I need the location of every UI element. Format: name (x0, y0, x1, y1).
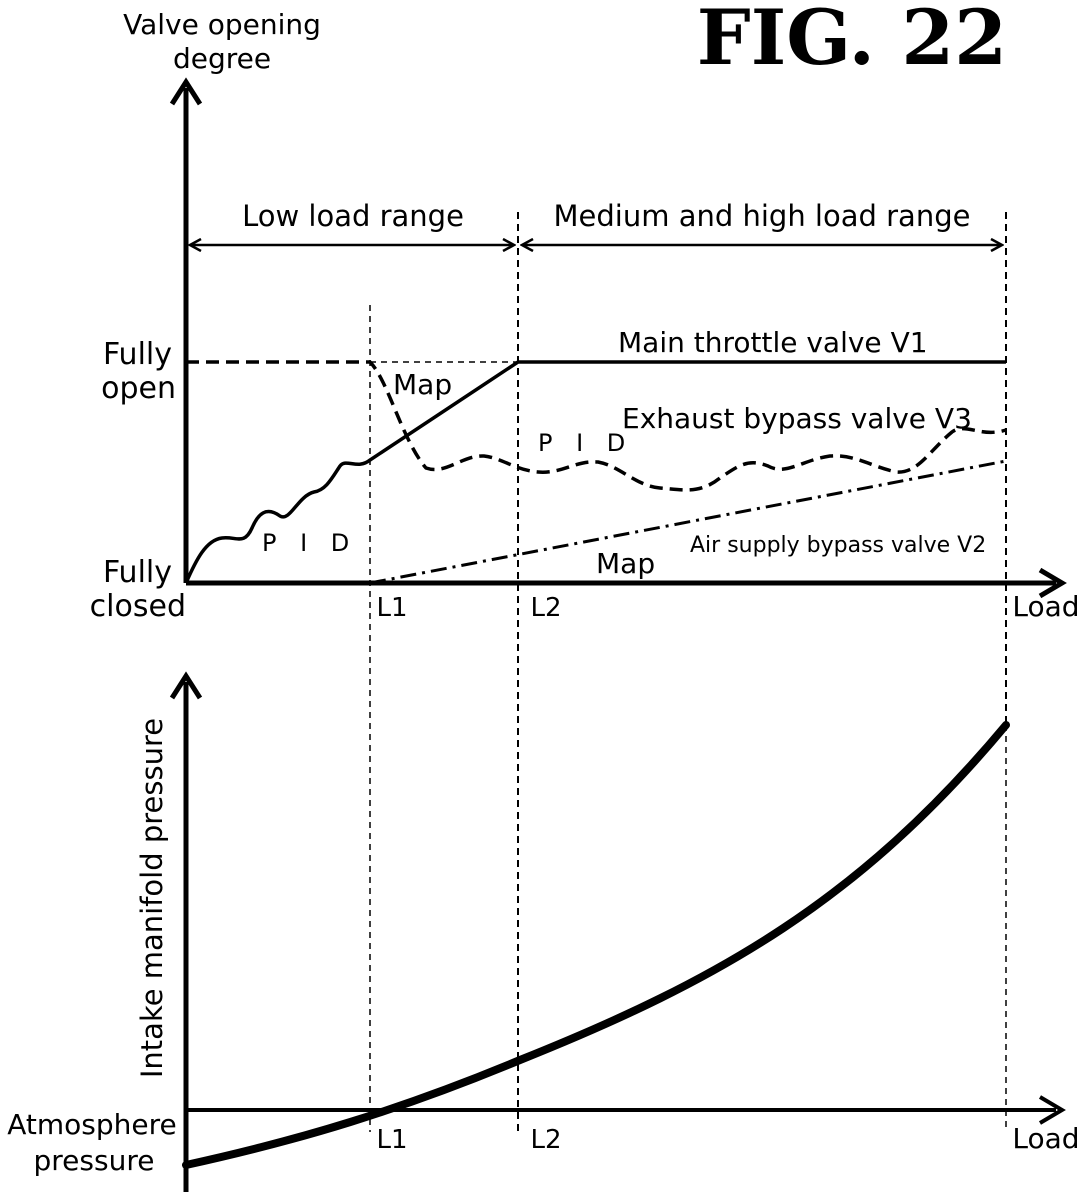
top-tick-l1: L1 (376, 593, 407, 623)
exhaust-bypass-valve-label: Exhaust bypass valve V3 (622, 402, 972, 435)
air-supply-bypass-valve-v2-line (370, 461, 1006, 583)
bottom-tick-l1: L1 (376, 1125, 407, 1155)
pid-label-left: P I D (262, 529, 357, 557)
figure-label: FIG. 22 (697, 0, 1007, 82)
top-y-axis-label-line1: Valve opening (123, 8, 321, 41)
top-tick-l2: L2 (530, 593, 561, 623)
main-throttle-valve-label: Main throttle valve V1 (618, 326, 928, 359)
fully-open-label-line1: Fully (103, 337, 172, 372)
map-label-upper: Map (393, 368, 452, 401)
atmosphere-label-line1: Atmosphere (7, 1108, 177, 1141)
pid-label-right: P I D (538, 429, 633, 457)
top-x-axis-label: Load (1012, 590, 1079, 623)
low-load-range-label: Low load range (242, 199, 464, 233)
air-supply-bypass-valve-label: Air supply bypass valve V2 (690, 533, 986, 558)
map-label-lower: Map (596, 547, 655, 580)
atmosphere-label-line2: pressure (34, 1144, 155, 1177)
medium-high-load-range-label: Medium and high load range (554, 199, 971, 233)
top-y-axis-label-line2: degree (173, 42, 271, 75)
fully-closed-label-line2: closed (90, 589, 186, 624)
intake-manifold-pressure-curve (186, 725, 1006, 1165)
fully-open-label-line2: open (101, 371, 176, 406)
bottom-y-axis-label: Intake manifold pressure (135, 718, 169, 1078)
bottom-tick-l2: L2 (530, 1125, 561, 1155)
fully-closed-label-line1: Fully (103, 555, 172, 590)
bottom-x-axis-label: Load (1012, 1122, 1079, 1155)
